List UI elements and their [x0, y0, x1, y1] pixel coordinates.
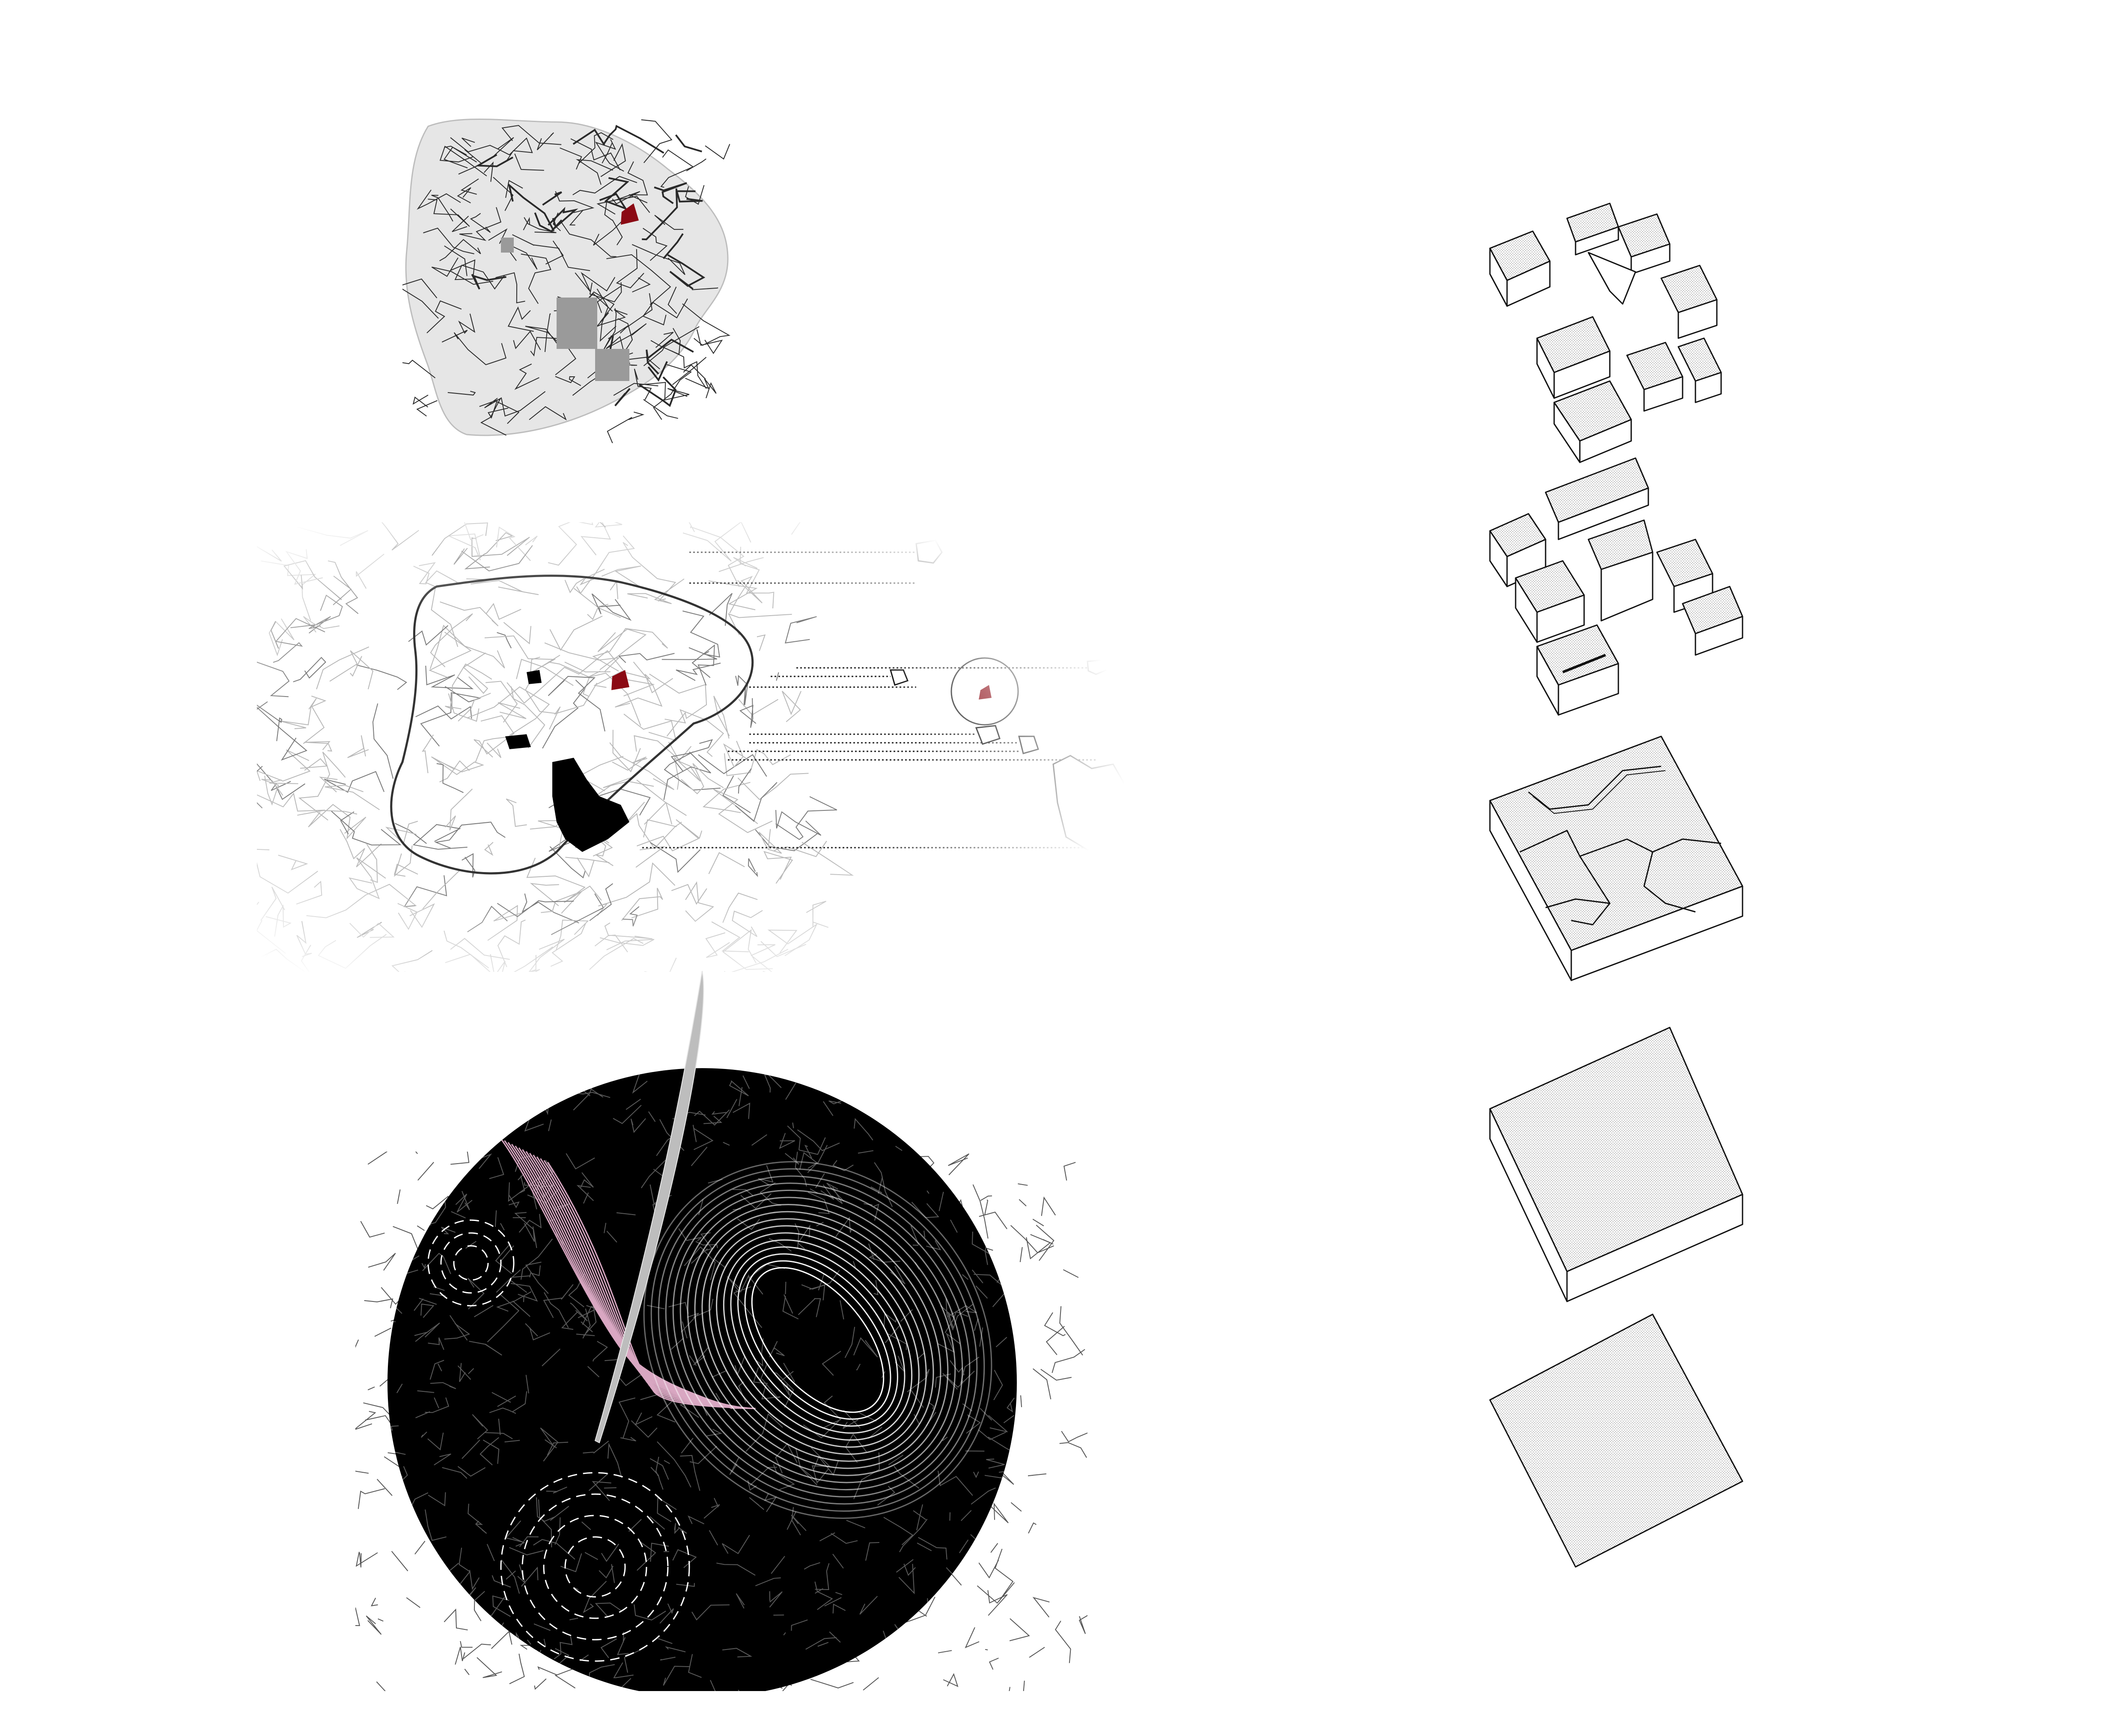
- extracted-fragment-icon: [975, 725, 1001, 745]
- extracted-fragment-icon: [915, 539, 943, 564]
- extracted-fragment-icon: [1018, 735, 1039, 754]
- district-black: [527, 670, 542, 684]
- green-area: [501, 238, 514, 253]
- fragmented-block-icon: [1489, 202, 1722, 463]
- extracted-fragment-icon: [1087, 659, 1110, 675]
- axis-blade: [594, 971, 704, 1444]
- block-sequence-panel: [1481, 163, 1790, 1588]
- city-road-network: [402, 119, 731, 443]
- analysis-map-panel: [355, 963, 1096, 1691]
- extracted-fragment-icon: [890, 669, 909, 686]
- circular-contour-analysis: [355, 971, 1087, 1691]
- split-block-icon: [1489, 457, 1743, 716]
- district-black: [505, 734, 531, 749]
- site-highlight-icon: [979, 685, 992, 700]
- site-highlight-icon: [621, 203, 639, 225]
- carved-block-icon: [1489, 735, 1743, 981]
- city-road-map: [402, 118, 731, 443]
- white-contour-lines: [643, 1161, 992, 1519]
- extracted-fragments: [890, 539, 1135, 859]
- solid-block-icon: [1489, 1027, 1743, 1302]
- extraction-map-panel: [257, 522, 1147, 972]
- city-map-panel: [402, 109, 788, 443]
- extracted-fragment-icon: [1052, 755, 1135, 859]
- green-area: [557, 298, 597, 349]
- map-with-extracted-fragments: [257, 522, 1147, 972]
- axonometric-block-sequence: [1489, 202, 1743, 1568]
- green-area: [595, 349, 629, 381]
- district-black: [552, 758, 629, 852]
- flat-plot-icon: [1489, 1313, 1743, 1568]
- regional-road-network: [257, 522, 854, 972]
- dashed-radius-rings: [427, 1219, 690, 1662]
- city-boundary: [405, 118, 729, 436]
- analysis-disc: [387, 1068, 1017, 1691]
